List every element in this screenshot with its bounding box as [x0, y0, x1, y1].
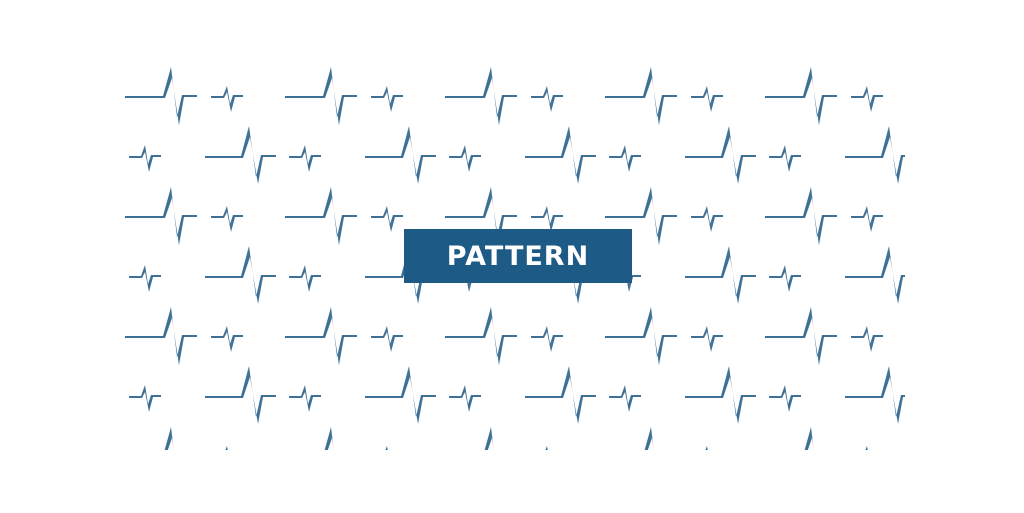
- pattern-label: PATTERN: [446, 240, 590, 272]
- pattern-label-box: PATTERN: [404, 229, 632, 283]
